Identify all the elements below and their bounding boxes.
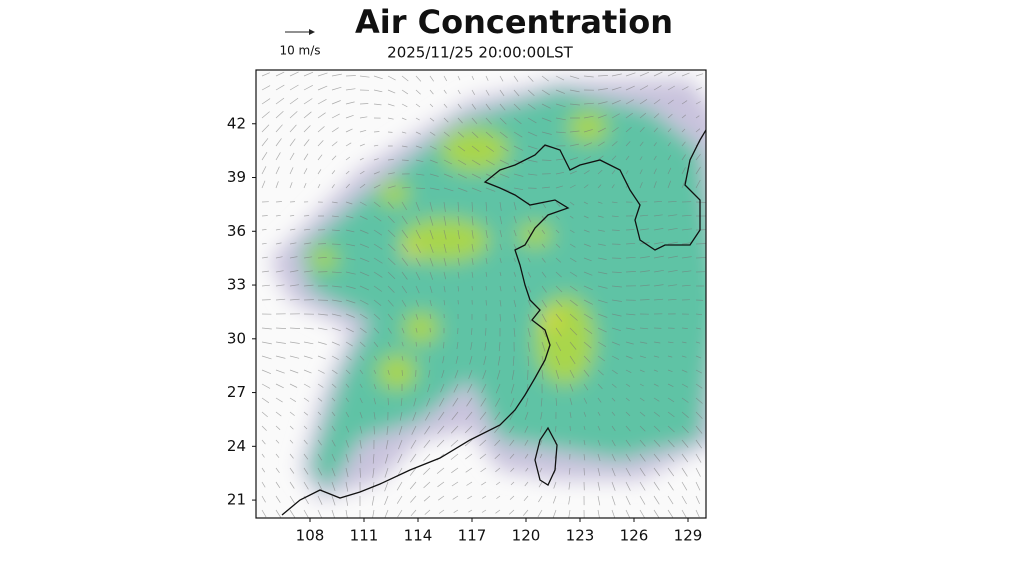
x-tick-label: 120 xyxy=(512,527,541,545)
wind-key-head xyxy=(309,29,315,35)
y-tick-label: 24 xyxy=(227,437,246,455)
x-tick-label: 111 xyxy=(350,527,379,545)
title: Air Concentration xyxy=(355,3,673,41)
coastline xyxy=(281,129,706,516)
x-tick-label: 114 xyxy=(404,527,433,545)
x-tick-label: 117 xyxy=(458,527,487,545)
map-area xyxy=(256,70,706,518)
x-tick-label: 108 xyxy=(296,527,325,545)
y-tick-label: 21 xyxy=(227,491,246,509)
x-tick-label: 123 xyxy=(566,527,595,545)
x-tick-label: 129 xyxy=(674,527,703,545)
map-frame xyxy=(255,69,707,519)
y-tick-label: 27 xyxy=(227,383,246,401)
x-tick-label: 126 xyxy=(620,527,649,545)
concentration-field xyxy=(270,80,706,500)
y-tick-label: 36 xyxy=(227,222,246,240)
wind-key-label: 10 m/s xyxy=(279,44,320,58)
y-tick-label: 30 xyxy=(227,329,246,347)
y-tick-label: 33 xyxy=(227,276,246,294)
wind-field xyxy=(261,71,706,518)
y-tick-label: 39 xyxy=(227,168,246,186)
taiwan-outline xyxy=(534,426,558,486)
subtitle: 2025/11/25 20:00:00LST xyxy=(387,44,573,62)
y-tick-label: 42 xyxy=(227,114,246,132)
